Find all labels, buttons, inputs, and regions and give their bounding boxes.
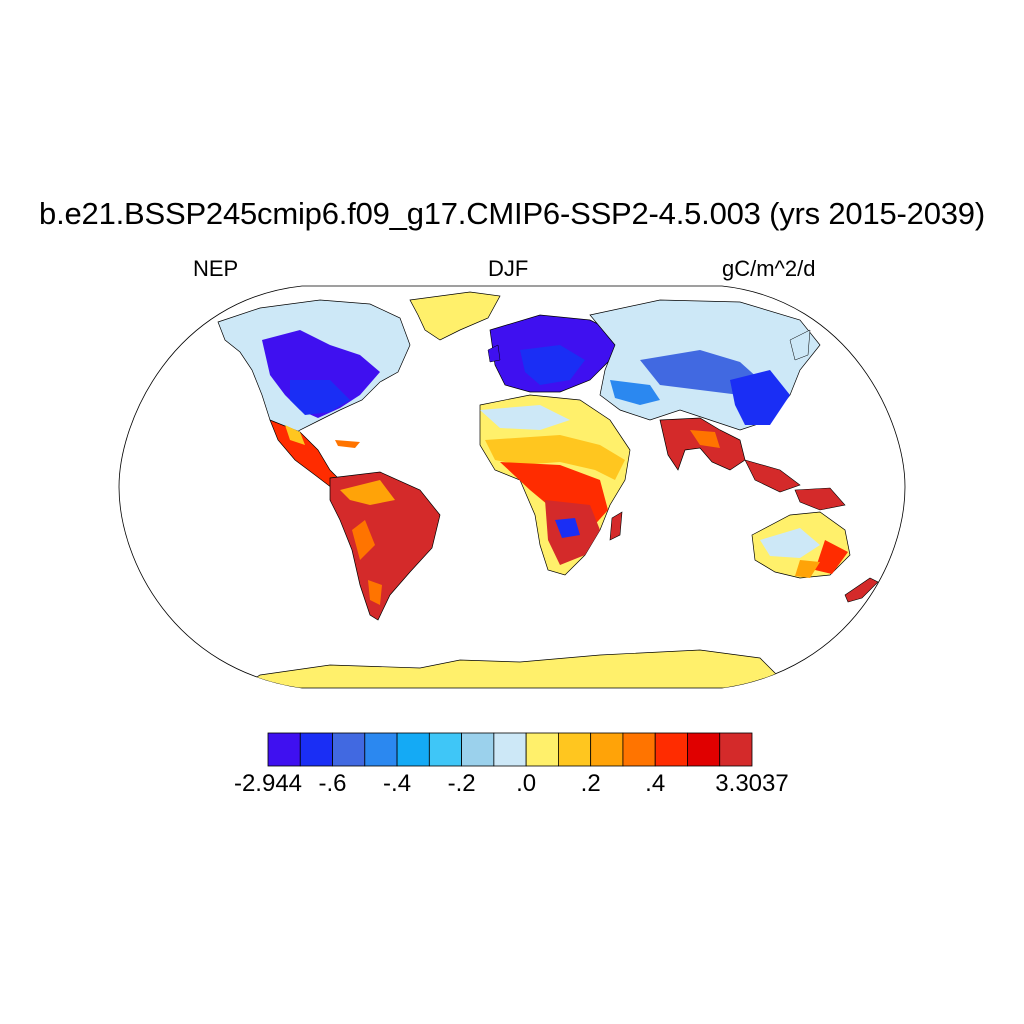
colorbar-box <box>332 732 366 767</box>
colorbar-tick-label: -2.944 <box>233 770 303 797</box>
colorbar-box <box>267 732 301 767</box>
colorbar-box <box>299 732 333 767</box>
plot-title: b.e21.BSSP245cmip6.f09_g17.CMIP6-SSP2-4.… <box>39 196 985 231</box>
colorbar-tick-label: 3.3037 <box>715 770 789 797</box>
colorbar-box <box>719 732 753 767</box>
colorbar-tick-label: .2 <box>580 770 601 797</box>
antarctica <box>238 649 791 688</box>
colorbar-box <box>622 732 656 767</box>
greenland <box>409 291 501 341</box>
colorbar-box <box>364 732 398 767</box>
colorbar-box <box>493 732 527 767</box>
colorbar-tick-label: -.4 <box>383 770 412 797</box>
colorbar-box <box>590 732 624 767</box>
colorbar-box <box>558 732 592 767</box>
season-label: DJF <box>488 256 529 281</box>
south-america <box>329 471 441 621</box>
colorbar-tick-label: .0 <box>516 770 537 797</box>
colorbar-box <box>687 732 721 767</box>
colorbar-tick-label: -.6 <box>318 770 347 797</box>
colorbar-box <box>461 732 495 767</box>
north-america-mid <box>290 380 350 415</box>
colorbar-box <box>396 732 430 767</box>
colorbar-box <box>525 732 559 767</box>
units-label: gC/m^2/d <box>722 256 816 281</box>
colorbar-box <box>654 732 688 767</box>
colorbar-tick-label: -.2 <box>447 770 476 797</box>
variable-label: NEP <box>193 256 239 281</box>
colorbar-tick-label: .4 <box>645 770 666 797</box>
colorbar-box <box>428 732 463 767</box>
